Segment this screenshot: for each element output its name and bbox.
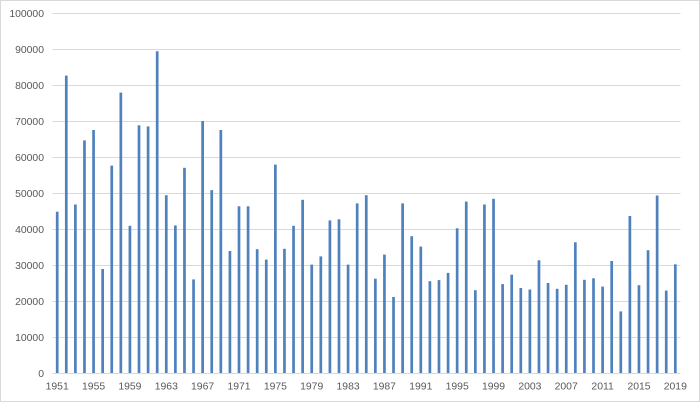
svg-text:2015: 2015 bbox=[627, 382, 650, 393]
svg-text:1991: 1991 bbox=[409, 382, 432, 393]
svg-text:1967: 1967 bbox=[191, 382, 214, 393]
svg-text:1971: 1971 bbox=[227, 382, 250, 393]
svg-text:1999: 1999 bbox=[482, 382, 505, 393]
svg-text:1987: 1987 bbox=[373, 382, 396, 393]
svg-text:2007: 2007 bbox=[555, 382, 578, 393]
svg-text:1959: 1959 bbox=[118, 382, 141, 393]
svg-text:0: 0 bbox=[38, 369, 44, 380]
svg-text:80000: 80000 bbox=[15, 81, 44, 92]
svg-text:1963: 1963 bbox=[155, 382, 178, 393]
svg-text:50000: 50000 bbox=[15, 189, 44, 200]
svg-text:1975: 1975 bbox=[264, 382, 287, 393]
svg-text:1995: 1995 bbox=[446, 382, 469, 393]
svg-text:60000: 60000 bbox=[15, 153, 44, 164]
svg-text:1979: 1979 bbox=[300, 382, 323, 393]
svg-text:1983: 1983 bbox=[337, 382, 360, 393]
svg-text:30000: 30000 bbox=[15, 261, 44, 272]
svg-text:100000: 100000 bbox=[9, 9, 44, 20]
svg-text:40000: 40000 bbox=[15, 225, 44, 236]
svg-text:2011: 2011 bbox=[591, 382, 614, 393]
svg-text:2019: 2019 bbox=[664, 382, 687, 393]
svg-text:1955: 1955 bbox=[82, 382, 105, 393]
svg-text:10000: 10000 bbox=[15, 333, 44, 344]
svg-text:20000: 20000 bbox=[15, 297, 44, 308]
svg-text:1951: 1951 bbox=[46, 382, 69, 393]
svg-text:70000: 70000 bbox=[15, 117, 44, 128]
svg-text:2003: 2003 bbox=[518, 382, 541, 393]
svg-text:90000: 90000 bbox=[15, 45, 44, 56]
